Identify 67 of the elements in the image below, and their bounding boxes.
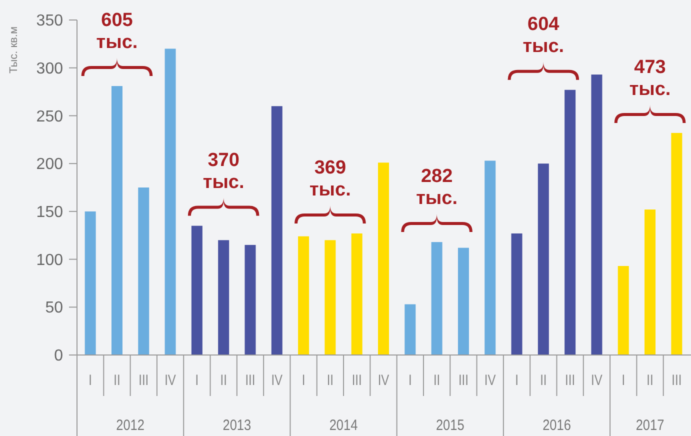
x-tick-label: IV bbox=[378, 372, 390, 388]
bar bbox=[644, 210, 656, 355]
bar bbox=[618, 266, 629, 355]
x-tick-label: I bbox=[195, 372, 199, 388]
annotation: 473 тыс. bbox=[629, 56, 671, 100]
bar bbox=[404, 304, 416, 355]
x-tick-label: I bbox=[88, 372, 92, 388]
x-tick-label: IV bbox=[271, 372, 283, 388]
x-tick-label: II bbox=[114, 372, 120, 388]
bar bbox=[564, 90, 576, 355]
bar bbox=[431, 242, 442, 355]
bar bbox=[591, 74, 602, 355]
x-tick-label: III bbox=[138, 372, 149, 388]
bar bbox=[271, 106, 282, 355]
y-tick-label: 100 bbox=[36, 252, 64, 269]
x-tick-label: IV bbox=[591, 372, 602, 388]
x-tick-label: I bbox=[622, 372, 626, 388]
x-tick-label: II bbox=[433, 372, 440, 388]
bar bbox=[324, 240, 336, 355]
x-tick-label: IV bbox=[164, 372, 176, 388]
y-tick-label: 250 bbox=[36, 108, 64, 126]
x-tick-label: II bbox=[646, 372, 654, 388]
bar bbox=[218, 240, 230, 355]
bar bbox=[111, 86, 122, 355]
bar bbox=[84, 211, 96, 355]
bar bbox=[458, 248, 469, 355]
x-tick-label: III bbox=[245, 372, 256, 388]
text: 2016 bbox=[542, 416, 572, 434]
y-tick-label: 200 bbox=[36, 156, 64, 174]
y-axis-title: Тыс. кв.м bbox=[8, 26, 20, 74]
text: 2013 bbox=[222, 416, 252, 434]
text: 2014 bbox=[329, 416, 358, 434]
x-tick-label: I bbox=[302, 372, 306, 388]
x-tick-label: I bbox=[408, 372, 412, 388]
bar bbox=[538, 164, 549, 355]
x-tick-label: II bbox=[540, 372, 547, 388]
bar bbox=[378, 162, 389, 355]
x-tick-label: IV bbox=[484, 372, 496, 388]
text: 2017 bbox=[636, 416, 664, 434]
bar bbox=[351, 233, 362, 355]
bar bbox=[138, 188, 150, 355]
annotation: 605 тыс. bbox=[96, 10, 138, 54]
annotation: 604 тыс. bbox=[522, 14, 564, 57]
y-tick-label: 50 bbox=[45, 300, 64, 317]
bar bbox=[511, 233, 522, 355]
text: 2015 bbox=[436, 416, 465, 434]
bar bbox=[244, 244, 256, 355]
y-tick-label: 300 bbox=[36, 60, 64, 78]
y-tick-label: 350 bbox=[36, 12, 64, 30]
bar bbox=[298, 236, 310, 355]
x-tick-label: III bbox=[565, 372, 576, 388]
x-tick-label: II bbox=[220, 372, 227, 388]
text: 2012 bbox=[116, 416, 145, 434]
x-tick-label: III bbox=[352, 372, 362, 388]
bar bbox=[484, 160, 496, 355]
y-tick-label: 0 bbox=[54, 348, 64, 365]
x-tick-label: I bbox=[515, 372, 518, 388]
annotation: 282 тыс. bbox=[416, 166, 458, 210]
x-tick-label: III bbox=[458, 372, 468, 388]
bar bbox=[164, 48, 176, 355]
x-tick-label: II bbox=[326, 372, 334, 388]
y-tick-label: 150 bbox=[36, 204, 64, 222]
bar bbox=[671, 132, 682, 355]
annotation: 370 тыс. bbox=[202, 150, 244, 193]
annotation: 369 тыс. bbox=[310, 157, 351, 200]
bar bbox=[191, 226, 202, 355]
x-tick-label: III bbox=[672, 372, 682, 388]
